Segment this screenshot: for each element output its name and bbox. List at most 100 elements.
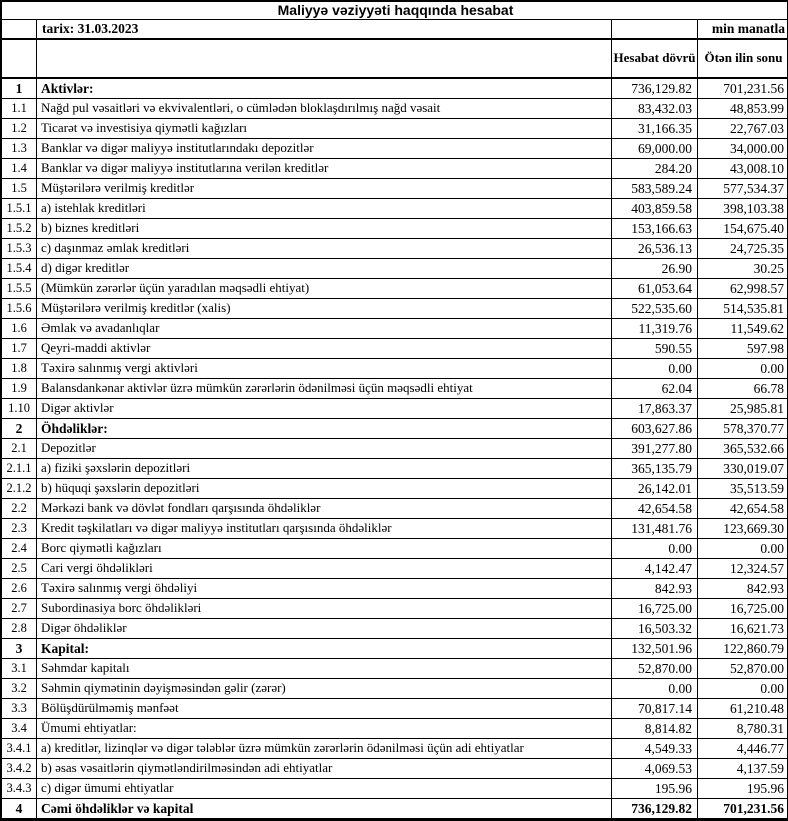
row-label-cell: Kredit təşkilatları və digər maliyyə ins…	[36, 518, 612, 539]
row-number-cell: 2.1.1	[1, 458, 37, 479]
previous-year-value-cell: 22,767.03	[696, 118, 788, 139]
table-row: 2.3 Kredit təşkilatları və digər maliyyə…	[1, 518, 788, 539]
row-number-cell: 1.2	[1, 118, 37, 139]
row-label-cell: d) digər kreditlər	[36, 258, 612, 279]
table-row: 3.4.1 a) kreditlər, lizinqlər və digər t…	[1, 738, 788, 759]
previous-year-value-cell: 123,669.30	[696, 518, 788, 539]
current-period-value-cell: 11,319.76	[611, 318, 698, 339]
current-period-value-cell: 16,503.32	[611, 618, 698, 639]
table-row: 3.4.2 b) əsas vəsaitlərin qiymətləndiril…	[1, 758, 788, 779]
current-period-value-cell: 365,135.79	[611, 458, 698, 479]
table-row: 1.5.4 d) digər kreditlər 26.90 30.25	[1, 258, 788, 279]
previous-year-value-cell: 0.00	[696, 678, 788, 699]
table-row: 2.4 Borc qiymətli kağızları 0.00 0.00	[1, 538, 788, 559]
row-label-cell: Banklar və digər maliyyə institutlarına …	[36, 158, 612, 179]
row-number-cell: 2.1	[1, 438, 37, 459]
current-period-value-cell: 0.00	[611, 678, 698, 699]
previous-year-value-cell: 16,621.73	[696, 618, 788, 639]
current-period-value-cell: 61,053.64	[611, 278, 698, 299]
row-label-cell: a) fiziki şəxslərin depozitləri	[36, 458, 612, 479]
table-row: 1.8 Təxirə salınmış vergi aktivləri 0.00…	[1, 358, 788, 379]
row-label-cell: Mərkəzi bank və dövlət fondları qarşısın…	[36, 498, 612, 519]
row-label-cell: Aktivlər:	[36, 77, 612, 99]
row-label-cell: Təxirə salınmış vergi öhdəliyi	[36, 578, 612, 599]
row-number-cell: 2	[1, 418, 37, 439]
previous-year-value-cell: 24,725.35	[696, 238, 788, 259]
current-period-value-cell: 590.55	[611, 338, 698, 359]
current-period-value-cell: 17,863.37	[611, 398, 698, 419]
current-period-value-cell: 31,166.35	[611, 118, 698, 139]
row-number-cell: 3.4.2	[1, 758, 37, 779]
column-header-current-period: Hesabat dövrü	[611, 38, 698, 79]
table-row: 2.2 Mərkəzi bank və dövlət fondları qarş…	[1, 498, 788, 519]
table-row: 2.1 Depozitlər 391,277.80 365,532.66	[1, 438, 788, 459]
current-period-value-cell: 195.96	[611, 778, 698, 799]
current-period-value-cell: 26,536.13	[611, 238, 698, 259]
current-period-value-cell: 391,277.80	[611, 438, 698, 459]
row-label-cell: a) istehlak kreditləri	[36, 198, 612, 219]
row-label-cell: Nağd pul vəsaitləri və ekvivalentləri, o…	[36, 98, 612, 119]
current-period-value-cell: 131,481.76	[611, 518, 698, 539]
current-period-value-cell: 83,432.03	[611, 98, 698, 119]
current-period-value-cell: 403,859.58	[611, 198, 698, 219]
previous-year-value-cell: 16,725.00	[696, 598, 788, 619]
row-label-cell: Müştərilərə verilmiş kreditlər (xalis)	[36, 298, 612, 319]
current-period-value-cell: 4,069.53	[611, 758, 698, 779]
previous-year-value-cell: 62,998.57	[696, 278, 788, 299]
row-label-cell: c) digər ümumi ehtiyatlar	[36, 778, 612, 799]
row-number-cell: 1.5	[1, 178, 37, 199]
empty-cell	[36, 38, 612, 79]
row-number-cell: 1.6	[1, 318, 37, 339]
table-row: 3.2 Səhmin qiymətinin dəyişməsindən gəli…	[1, 678, 788, 699]
row-label-cell: Cəmi öhdəliklər və kapital	[36, 798, 612, 820]
current-period-value-cell: 132,501.96	[611, 638, 698, 659]
table-row: 1.9 Balansdankənar aktivlər üzrə mümkün …	[1, 378, 788, 399]
row-label-cell: Təxirə salınmış vergi aktivləri	[36, 358, 612, 379]
previous-year-value-cell: 154,675.40	[696, 218, 788, 239]
row-label-cell: Öhdəliklər:	[36, 418, 612, 439]
row-number-cell: 1.3	[1, 138, 37, 159]
previous-year-value-cell: 12,324.57	[696, 558, 788, 579]
row-number-cell: 1	[1, 77, 37, 99]
row-label-cell: Cari vergi öhdəlikləri	[36, 558, 612, 579]
previous-year-value-cell: 365,532.66	[696, 438, 788, 459]
row-number-cell: 2.6	[1, 578, 37, 599]
previous-year-value-cell: 701,231.56	[696, 77, 788, 99]
row-label-cell: Ticarət və investisiya qiymətli kağızlar…	[36, 118, 612, 139]
table-row: 3 Kapital: 132,501.96 122,860.79	[1, 638, 788, 659]
previous-year-value-cell: 4,446.77	[696, 738, 788, 759]
table-row: 2.5 Cari vergi öhdəlikləri 4,142.47 12,3…	[1, 558, 788, 579]
table-row: 1.6 Əmlak və avadanlıqlar 11,319.76 11,5…	[1, 318, 788, 339]
table-row: 1.4 Banklar və digər maliyyə institutlar…	[1, 158, 788, 179]
previous-year-value-cell: 597.98	[696, 338, 788, 359]
previous-year-value-cell: 61,210.48	[696, 698, 788, 719]
current-period-value-cell: 284.20	[611, 158, 698, 179]
row-label-cell: b) biznes kreditləri	[36, 218, 612, 239]
row-label-cell: Ümumi ehtiyatlar:	[36, 718, 612, 739]
row-label-cell: Səhmin qiymətinin dəyişməsindən gəlir (z…	[36, 678, 612, 699]
table-row: 1.5.2 b) biznes kreditləri 153,166.63 15…	[1, 218, 788, 239]
current-period-value-cell: 842.93	[611, 578, 698, 599]
row-label-cell: a) kreditlər, lizinqlər və digər tələblə…	[36, 738, 612, 759]
row-number-cell: 3.3	[1, 698, 37, 719]
current-period-value-cell: 52,870.00	[611, 658, 698, 679]
previous-year-value-cell: 35,513.59	[696, 478, 788, 499]
current-period-value-cell: 736,129.82	[611, 798, 698, 820]
row-label-cell: c) daşınmaz əmlak kreditləri	[36, 238, 612, 259]
current-period-value-cell: 736,129.82	[611, 77, 698, 99]
table-row: 1.5.5 (Mümkün zərərlər üçün yaradılan mə…	[1, 278, 788, 299]
current-period-value-cell: 26,142.01	[611, 478, 698, 499]
row-number-cell: 1.10	[1, 398, 37, 419]
row-label-cell: Qeyri-maddi aktivlər	[36, 338, 612, 359]
row-number-cell: 1.5.2	[1, 218, 37, 239]
empty-cell	[1, 19, 37, 40]
row-label-cell: Borc qiymətli kağızları	[36, 538, 612, 559]
empty-cell	[611, 19, 698, 40]
table-row: 1 Aktivlər: 736,129.82 701,231.56	[1, 77, 788, 99]
table-head-section: Maliyyə vəziyyəti haqqında hesabat tarix…	[0, 1, 788, 79]
table-row: 1.7 Qeyri-maddi aktivlər 590.55 597.98	[1, 338, 788, 359]
table-row: 3.1 Səhmdar kapitalı 52,870.00 52,870.00	[1, 658, 788, 679]
title-row: Maliyyə vəziyyəti haqqında hesabat	[0, 1, 788, 20]
table-row: 2.7 Subordinasiya borc öhdəlikləri 16,72…	[1, 598, 788, 619]
